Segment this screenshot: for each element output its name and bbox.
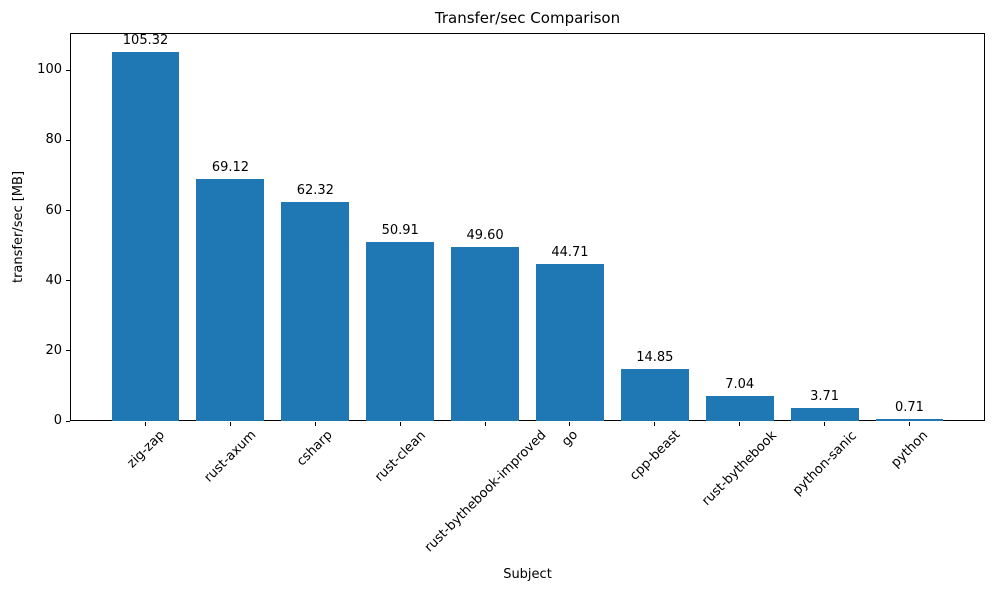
x-tick	[654, 422, 656, 426]
bar	[620, 368, 689, 421]
y-tick	[66, 69, 70, 71]
bar	[875, 418, 944, 421]
x-tick	[314, 422, 316, 426]
bar	[535, 264, 604, 421]
x-tick	[824, 422, 826, 426]
y-tick	[66, 280, 70, 282]
x-tick-label: rust-bythebook	[699, 427, 781, 509]
x-tick-label: rust-bythebook-improved	[421, 427, 549, 556]
y-tick	[66, 210, 70, 211]
y-tick	[66, 420, 70, 422]
bar-value-label: 62.32	[296, 183, 334, 199]
x-axis-label: Subject	[503, 567, 552, 582]
bar	[281, 202, 350, 421]
x-tick-label: zig-zap	[124, 427, 168, 472]
bar-value-label: 50.91	[381, 223, 419, 239]
bar-value-label: 3.71	[810, 388, 840, 404]
chart-title: Transfer/sec Comparison	[434, 9, 621, 27]
x-tick	[145, 422, 147, 426]
y-tick-label: 0	[53, 413, 62, 428]
y-tick-label: 40	[45, 272, 62, 288]
x-tick-label: rust-axum	[201, 428, 260, 486]
bar	[451, 246, 519, 421]
y-tick	[66, 350, 70, 352]
x-tick-label: rust-clean	[371, 427, 429, 485]
x-tick-label: csharp	[294, 428, 336, 470]
bar	[196, 178, 265, 421]
x-tick	[739, 422, 741, 426]
bar	[790, 407, 859, 421]
y-tick-label: 20	[45, 342, 62, 358]
bar-value-label: 69.12	[211, 159, 250, 175]
bar-value-label: 105.32	[122, 32, 169, 48]
y-tick-label: 100	[37, 62, 62, 78]
bar	[705, 396, 774, 421]
bar-value-label: 44.71	[551, 245, 589, 261]
x-tick	[229, 422, 231, 426]
x-tick	[399, 422, 401, 426]
bar-value-label: 0.71	[894, 399, 924, 415]
x-tick	[484, 422, 486, 426]
plot-area	[70, 33, 985, 421]
y-axis-label: transfer/sec [MB]	[11, 170, 27, 284]
x-tick-label: cpp-beast	[626, 427, 684, 485]
bar	[366, 242, 435, 421]
bar-value-label: 7.04	[725, 377, 755, 393]
y-tick-label: 80	[45, 132, 62, 148]
x-tick-label: python-sanic	[789, 428, 860, 498]
x-tick	[569, 422, 571, 426]
bar-value-label: 49.60	[466, 227, 504, 243]
x-tick-label: python	[888, 427, 932, 471]
x-tick	[908, 422, 910, 426]
y-tick	[66, 139, 70, 141]
bar-value-label: 14.85	[636, 349, 674, 365]
bar	[111, 51, 180, 421]
y-tick-label: 60	[45, 202, 62, 218]
x-tick-label: go	[559, 427, 582, 450]
